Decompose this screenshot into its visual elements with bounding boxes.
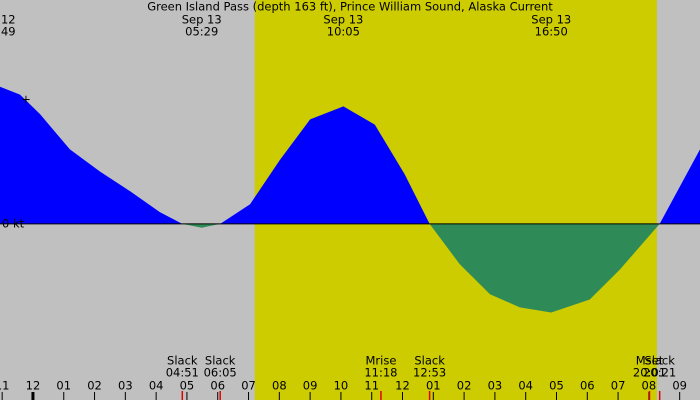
event-time: 12:53 xyxy=(413,366,446,380)
extremum-label: 10:05 xyxy=(327,25,360,39)
event-label: Slack xyxy=(644,354,675,368)
extremum-label: Sep 13 xyxy=(531,13,571,27)
flood-area xyxy=(0,86,700,224)
extremum-label: Sep 13 xyxy=(323,13,363,27)
x-tick-label: 02 xyxy=(457,379,472,393)
ebb-area xyxy=(0,223,700,313)
x-tick-label: 10 xyxy=(334,379,349,393)
x-tick-label: 11 xyxy=(364,379,379,393)
x-tick-label: 03 xyxy=(118,379,133,393)
zero-label: 0 kt xyxy=(2,216,25,230)
event-label: Slack xyxy=(205,354,236,368)
x-tick-label: 06 xyxy=(580,379,595,393)
x-tick-label: 05 xyxy=(180,379,195,393)
x-tick-label: 04 xyxy=(518,379,533,393)
event-label: Slack xyxy=(167,354,198,368)
x-tick-label: 08 xyxy=(642,379,657,393)
event-label: Mset xyxy=(636,354,664,368)
chart-title: Green Island Pass (depth 163 ft), Prince… xyxy=(147,0,553,14)
event-time: 20:21 xyxy=(643,366,676,380)
plus-marker: + xyxy=(21,92,31,106)
event-time: 20:01 xyxy=(633,366,666,380)
x-tick-label: 02 xyxy=(87,379,102,393)
x-tick-label: 07 xyxy=(241,379,256,393)
x-tick-label: 12 xyxy=(26,379,41,393)
event-label: Mrise xyxy=(365,354,396,368)
event-time: 06:05 xyxy=(204,366,237,380)
extremum-label: 12 xyxy=(1,13,16,27)
x-tick-label: 09 xyxy=(303,379,318,393)
x-tick-label: 03 xyxy=(488,379,503,393)
x-tick-label: 06 xyxy=(210,379,225,393)
x-tick-label: 05 xyxy=(549,379,564,393)
x-tick-label: 01 xyxy=(426,379,441,393)
extremum-label: 49 xyxy=(1,25,16,39)
event-time: 11:18 xyxy=(364,366,397,380)
x-tick-label: 12 xyxy=(395,379,410,393)
event-time: 04:51 xyxy=(166,366,199,380)
extremum-label: 16:50 xyxy=(535,25,568,39)
x-tick-label: 04 xyxy=(149,379,164,393)
event-label: Slack xyxy=(414,354,445,368)
x-tick-label: 08 xyxy=(272,379,287,393)
x-tick-label: 11 xyxy=(0,379,9,393)
extremum-label: 05:29 xyxy=(185,25,218,39)
x-tick-label: 09 xyxy=(672,379,687,393)
x-tick-label: 01 xyxy=(56,379,71,393)
extremum-label: Sep 13 xyxy=(182,13,222,27)
x-tick-label: 07 xyxy=(611,379,626,393)
